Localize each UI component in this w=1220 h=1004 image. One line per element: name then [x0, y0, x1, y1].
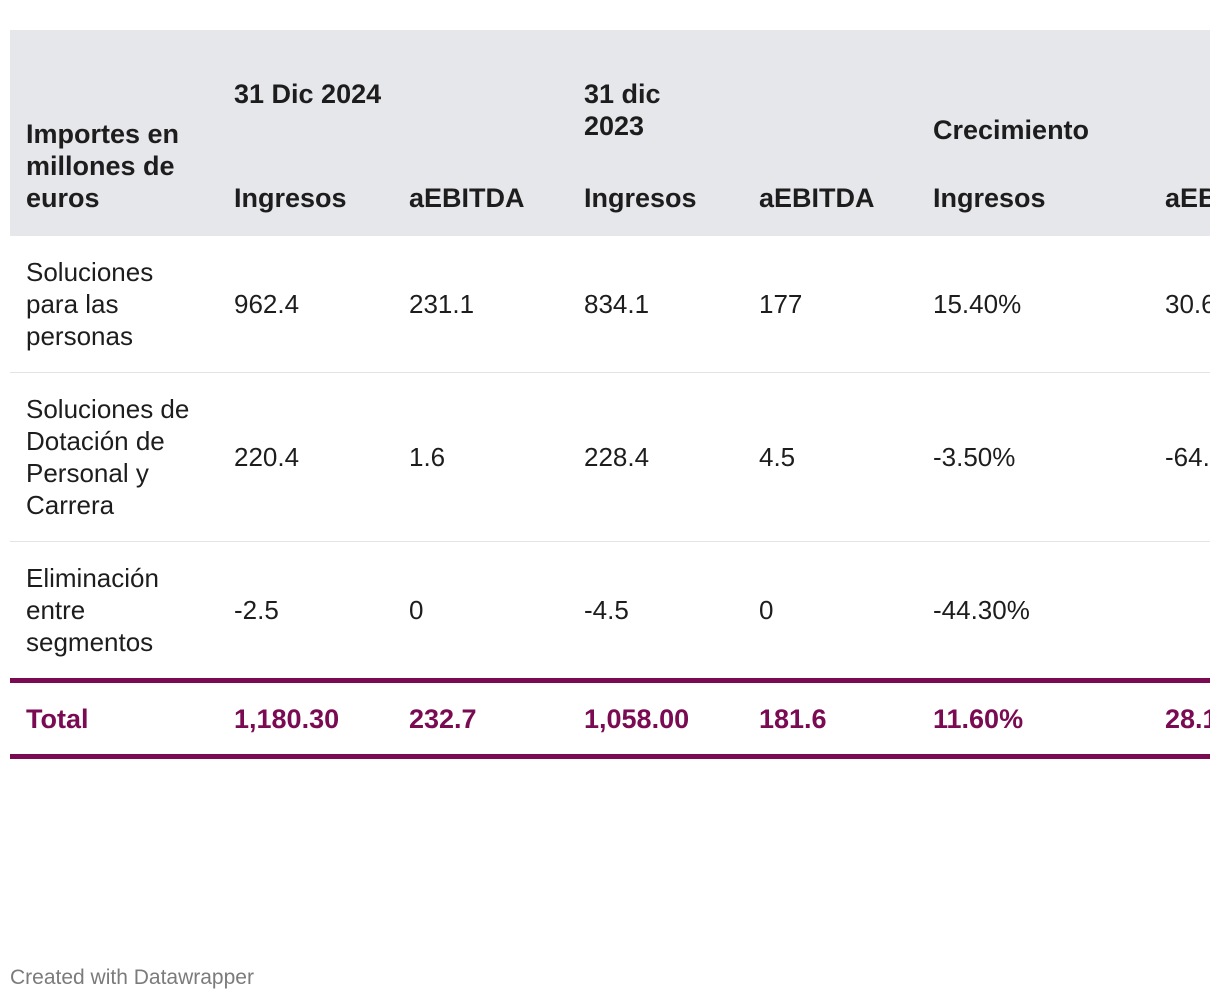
total-cell: 11.60% — [917, 678, 1149, 759]
table-cell: -4.5 — [584, 595, 629, 625]
table-cell: 0 — [409, 595, 424, 625]
total-cell: 28.10% — [1149, 678, 1210, 759]
total-row: Total 1,180.30 232.7 1,058.00 181.6 11.6… — [10, 678, 1210, 759]
table-cell: -44.30% — [933, 595, 1030, 625]
table-cell: -3.50% — [917, 372, 1149, 542]
table-cell: -2.5 — [234, 595, 279, 625]
table-header: Importes en millones de euros 31 Dic 202… — [10, 30, 1210, 236]
subheader-ingresos-2023: Ingresos — [568, 182, 743, 236]
total-label: Total — [10, 678, 218, 759]
table-row: Eliminación entre segmentos -2.5 0 -4.5 … — [10, 542, 1210, 681]
table-cell: 962.4 — [218, 236, 393, 373]
table-row: Soluciones de Dotación de Personal y Car… — [10, 372, 1210, 542]
group-header-2023: 31 dic 2023 — [568, 30, 917, 182]
total-cell: 1,180.30 — [218, 678, 393, 759]
row-header-label: Importes en millones de euros — [10, 30, 218, 236]
table-row: Soluciones para las personas 962.4 231.1… — [10, 236, 1210, 373]
table-cell: 4.5 — [743, 372, 917, 542]
total-cell: 232.7 — [393, 678, 568, 759]
subheader-ingresos-growth: Ingresos — [917, 182, 1149, 236]
table-cell: 0 — [759, 595, 774, 625]
row-label: Soluciones para las personas — [10, 236, 218, 373]
total-cell: 181.6 — [743, 678, 917, 759]
group-header-growth: Crecimiento — [917, 30, 1210, 182]
table-cell: 231.1 — [393, 236, 568, 373]
table-body: Soluciones para las personas 962.4 231.1… — [10, 236, 1210, 759]
row-label: Soluciones de Dotación de Personal y Car… — [10, 372, 218, 542]
group-header-2024: 31 Dic 2024 — [218, 30, 568, 182]
table-cell: 177 — [743, 236, 917, 373]
table-cell: 30.60% — [1149, 236, 1210, 373]
table-cell — [1149, 542, 1210, 681]
table-cell: -64.40% — [1149, 372, 1210, 542]
subheader-aebitda-growth: aEBITDA — [1149, 182, 1210, 236]
header-sub-row: Ingresos aEBITDA Ingresos aEBITDA Ingres… — [10, 182, 1210, 236]
data-table-container: Importes en millones de euros 31 Dic 202… — [10, 30, 1210, 930]
row-label: Eliminación entre segmentos — [26, 563, 159, 657]
total-cell: 1,058.00 — [568, 678, 743, 759]
table-cell: 834.1 — [568, 236, 743, 373]
table-cell: 228.4 — [568, 372, 743, 542]
table-cell: 15.40% — [917, 236, 1149, 373]
segment-results-table: Importes en millones de euros 31 Dic 202… — [10, 30, 1210, 759]
table-cell: 220.4 — [218, 372, 393, 542]
subheader-aebitda-2023: aEBITDA — [743, 182, 917, 236]
subheader-aebitda-2024: aEBITDA — [393, 182, 568, 236]
header-group-row: Importes en millones de euros 31 Dic 202… — [10, 30, 1210, 236]
datawrapper-credit: Created with Datawrapper — [10, 966, 254, 989]
subheader-ingresos-2024: Ingresos — [218, 182, 393, 236]
table-cell: 1.6 — [393, 372, 568, 542]
